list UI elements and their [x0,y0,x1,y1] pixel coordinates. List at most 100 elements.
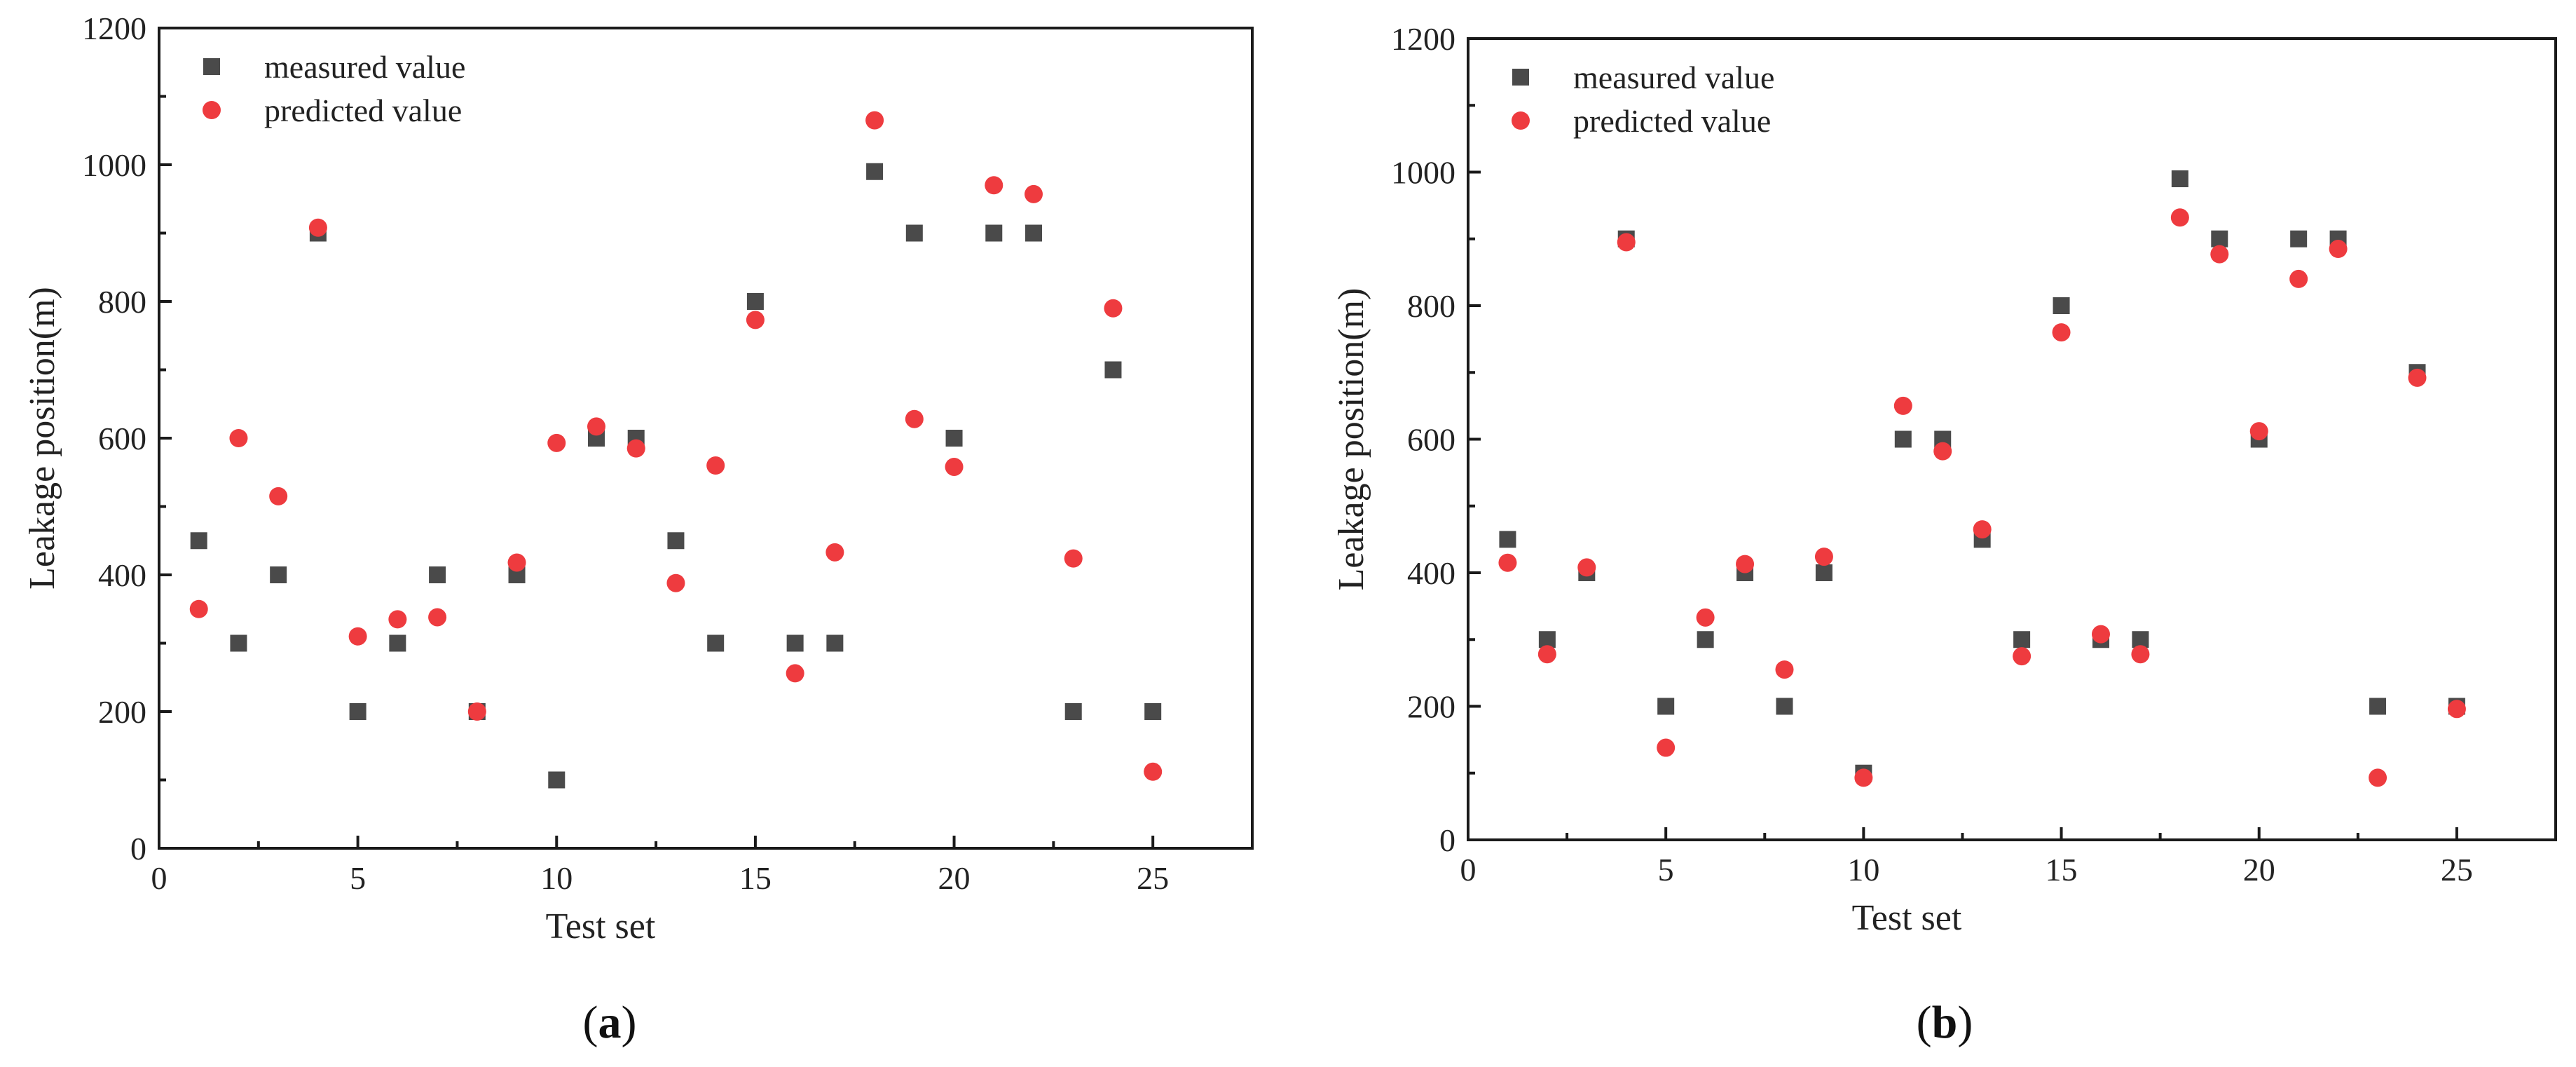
predicted-point [428,608,447,627]
legend-square-marker [1512,69,1529,86]
predicted-point [1537,645,1556,664]
y-tick-label: 1000 [1391,155,1455,191]
y-tick-label: 400 [1407,555,1455,591]
x-tick-label: 0 [1460,852,1477,888]
measured-point [1697,631,1714,648]
predicted-point [2091,625,2110,644]
x-tick-label: 5 [350,860,366,896]
predicted-point [2369,768,2387,787]
y-tick-label: 400 [98,557,146,593]
y-tick-label: 800 [1407,288,1455,324]
predicted-point [308,218,327,237]
legend-label: measured value [264,49,465,85]
predicted-point [1973,520,1992,539]
x-tick-label: 15 [739,860,772,896]
predicted-point [507,553,526,572]
predicted-point [1577,558,1596,577]
plot-frame [158,27,1254,850]
predicted-point [1025,184,1043,203]
x-axis-label: Test set [546,906,656,946]
chart-panel-b: 0 5 10 15 20 25 0 200 400 600 800 1000 1200 Test set L… [1331,21,2557,1048]
measured-point [1064,703,1082,720]
predicted-point [1617,233,1636,252]
predicted-point [666,573,685,592]
panel-label: (a) [583,997,637,1048]
predicted-point [547,433,566,452]
measured-point [866,163,884,180]
predicted-point [2013,647,2032,666]
plot-frame [1467,37,2557,841]
predicted-point [1696,608,1715,627]
measured-point [2013,631,2031,648]
measured-point [905,224,923,242]
y-tick-label: 1000 [82,147,146,183]
x-tick-label: 10 [540,860,573,896]
measured-point [1104,361,1122,379]
measured-point [1499,531,1516,548]
y-tick-label: 0 [1439,822,1455,858]
legend-circle-marker [1512,111,1530,130]
predicted-point [1104,299,1123,318]
predicted-point [2170,208,2189,227]
y-axis-label: Leakage position(m) [22,287,62,590]
predicted-point [1736,555,1755,573]
predicted-point [467,702,486,721]
x-tick-label: 15 [2046,852,2078,888]
x-axis-label: Test set [1852,898,1962,938]
predicted-point [587,417,605,436]
predicted-point [2249,422,2268,441]
x-tick-label: 5 [1658,852,1674,888]
y-tick-label: 600 [1407,422,1455,458]
panel-label: (b) [1917,997,1973,1048]
predicted-point [1144,762,1163,781]
measured-point [945,430,963,447]
predicted-point [786,664,804,683]
measured-point [2053,297,2070,314]
measured-point [746,293,764,310]
measured-point [2290,230,2308,247]
measured-point [429,566,446,583]
measured-point [1025,224,1042,242]
measured-point [270,566,287,583]
legend-label: measured value [1573,60,1774,95]
legend-circle-marker [203,101,221,119]
predicted-point [348,627,367,646]
measured-point [667,532,685,550]
y-tick-label: 0 [130,831,146,866]
predicted-point [2329,240,2348,259]
measured-point [1894,430,1912,448]
predicted-point [229,429,248,447]
predicted-point [2210,245,2229,264]
measured-point [707,634,725,652]
legend-label: predicted value [264,93,462,128]
measured-point [2171,170,2188,188]
x-tick-label: 0 [151,860,167,896]
predicted-point [746,311,765,329]
y-tick-label: 1200 [1391,21,1455,57]
y-tick-label: 200 [98,694,146,730]
measured-point [985,224,1003,242]
predicted-point [985,176,1003,195]
legend-square-marker [203,58,220,75]
predicted-point [626,439,645,458]
measured-point [1657,698,1675,715]
chart-panel-a: 0 5 10 15 20 25 0 200 400 600 800 1000 1200 Test set L… [22,11,1254,1048]
measured-point [786,634,804,652]
predicted-point [189,599,208,618]
predicted-point [945,457,964,476]
predicted-point [2131,645,2150,664]
predicted-point [905,409,924,428]
y-tick-label: 200 [1407,689,1455,725]
predicted-point [2408,368,2427,387]
measured-point [2369,698,2387,715]
measured-point [2211,230,2228,247]
x-tick-label: 20 [2243,852,2275,888]
x-tick-label: 25 [1137,860,1169,896]
measured-point [349,703,366,720]
predicted-point [1854,768,1873,787]
y-tick-label: 1200 [82,11,146,46]
y-tick-label: 600 [98,421,146,456]
measured-point [826,634,844,652]
measured-point [190,532,207,550]
